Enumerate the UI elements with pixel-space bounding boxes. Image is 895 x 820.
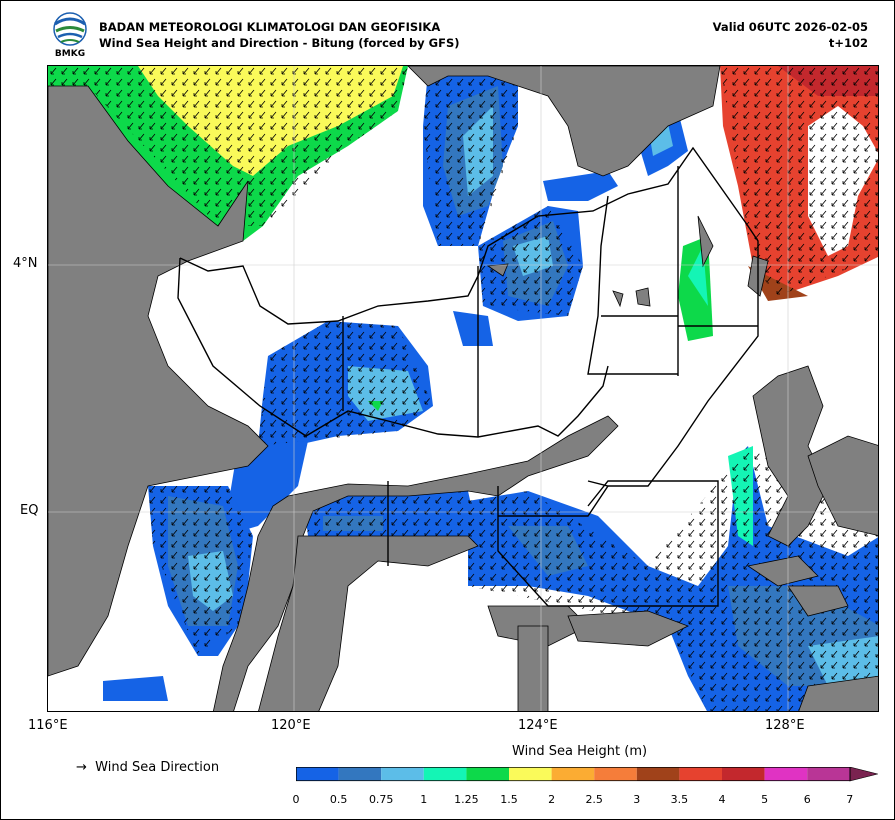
logo-text: BMKG — [55, 49, 85, 58]
colorbar-border — [296, 767, 851, 782]
land — [48, 66, 878, 711]
colorbar-tick-label: 6 — [803, 793, 811, 806]
colorbar-tick-label: 1.5 — [500, 793, 518, 806]
colorbar-tick-label: 0 — [292, 793, 300, 806]
colorbar-tick-label: 0.5 — [329, 793, 348, 806]
valid-time: Valid 06UTC 2026-02-05 — [712, 20, 868, 34]
lon-tick-128: 128°E — [765, 718, 805, 733]
colorbar-segment — [594, 767, 637, 781]
colorbar-tick-label: 4 — [718, 793, 726, 806]
colorbar-segment — [722, 767, 765, 781]
colorbar-title: Wind Sea Height (m) — [512, 744, 648, 759]
colorbar-extend-arrow — [849, 767, 878, 782]
colorbar-segment — [636, 767, 680, 781]
colorbar-segment — [338, 767, 382, 781]
colorbar-tick-label: 2.5 — [585, 793, 603, 806]
colorbar-segment — [764, 767, 808, 781]
colorbar-tick-label: 1 — [420, 793, 428, 806]
direction-legend: → Wind Sea Direction — [76, 760, 219, 775]
colorbar-tick-label: 3 — [633, 793, 641, 806]
colorbar-segment — [807, 767, 850, 781]
colorbar-segment — [679, 767, 722, 781]
colorbar-segment — [423, 767, 467, 781]
colorbar-segment — [381, 767, 424, 781]
arrow-icon: → — [76, 760, 87, 775]
product-title: Wind Sea Height and Direction - Bitung (… — [99, 36, 460, 50]
colorbar-tick-label: 2 — [548, 793, 556, 806]
colorbar-segment — [466, 767, 509, 781]
colorbar-tick-label: 1.25 — [454, 793, 479, 806]
zone-boundaries — [177, 146, 759, 607]
graticule — [48, 66, 878, 711]
wave-map — [47, 65, 879, 712]
forecast-step: t+102 — [828, 36, 868, 50]
colorbar-tick-label: 5 — [761, 793, 769, 806]
wave-height-field — [48, 66, 878, 711]
colorbar-tick-label: 0.75 — [368, 793, 394, 806]
colorbar-tick-label: 7 — [846, 793, 854, 806]
lon-tick-116: 116°E — [28, 718, 68, 733]
lon-tick-120: 120°E — [271, 718, 311, 733]
colorbar-tick-label: 3.5 — [670, 793, 689, 806]
colorbar-segment — [551, 767, 595, 781]
colorbar-segment — [509, 767, 552, 781]
org-title: BADAN METEOROLOGI KLIMATOLOGI DAN GEOFIS… — [99, 20, 441, 34]
lat-tick-eq: EQ — [20, 503, 39, 518]
bmkg-logo: BMKG — [53, 12, 87, 58]
direction-legend-label: Wind Sea Direction — [95, 760, 220, 775]
colorbar-segment — [296, 767, 339, 781]
colorbar — [296, 767, 878, 782]
map-canvas — [48, 66, 878, 711]
lat-tick-4n: 4°N — [13, 256, 38, 271]
lon-tick-124: 124°E — [518, 718, 558, 733]
